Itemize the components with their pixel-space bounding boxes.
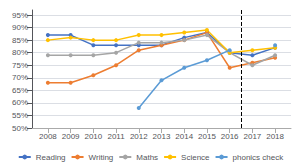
svg-text:2011: 2011 <box>107 132 125 141</box>
svg-text:2018: 2018 <box>266 132 284 141</box>
svg-text:2008: 2008 <box>39 132 57 141</box>
svg-text:2016: 2016 <box>221 132 239 141</box>
svg-text:95%: 95% <box>12 11 28 20</box>
svg-text:65%: 65% <box>12 86 28 95</box>
svg-text:60%: 60% <box>12 98 28 107</box>
svg-text:2013: 2013 <box>153 132 171 141</box>
svg-text:2017: 2017 <box>243 132 261 141</box>
svg-text:50%: 50% <box>12 124 28 133</box>
svg-text:Reading: Reading <box>36 153 66 162</box>
svg-text:2015: 2015 <box>198 132 216 141</box>
svg-text:Science: Science <box>181 153 210 162</box>
svg-text:2010: 2010 <box>84 132 102 141</box>
svg-text:75%: 75% <box>12 61 28 70</box>
svg-text:2012: 2012 <box>130 132 148 141</box>
svg-text:70%: 70% <box>12 73 28 82</box>
svg-text:90%: 90% <box>12 23 28 32</box>
svg-text:Writing: Writing <box>89 153 114 162</box>
svg-text:2014: 2014 <box>175 132 193 141</box>
svg-text:2009: 2009 <box>62 132 80 141</box>
svg-text:85%: 85% <box>12 36 28 45</box>
svg-text:80%: 80% <box>12 48 28 57</box>
svg-text:55%: 55% <box>12 111 28 120</box>
svg-text:phonics check: phonics check <box>233 153 285 162</box>
svg-text:Maths: Maths <box>136 153 158 162</box>
